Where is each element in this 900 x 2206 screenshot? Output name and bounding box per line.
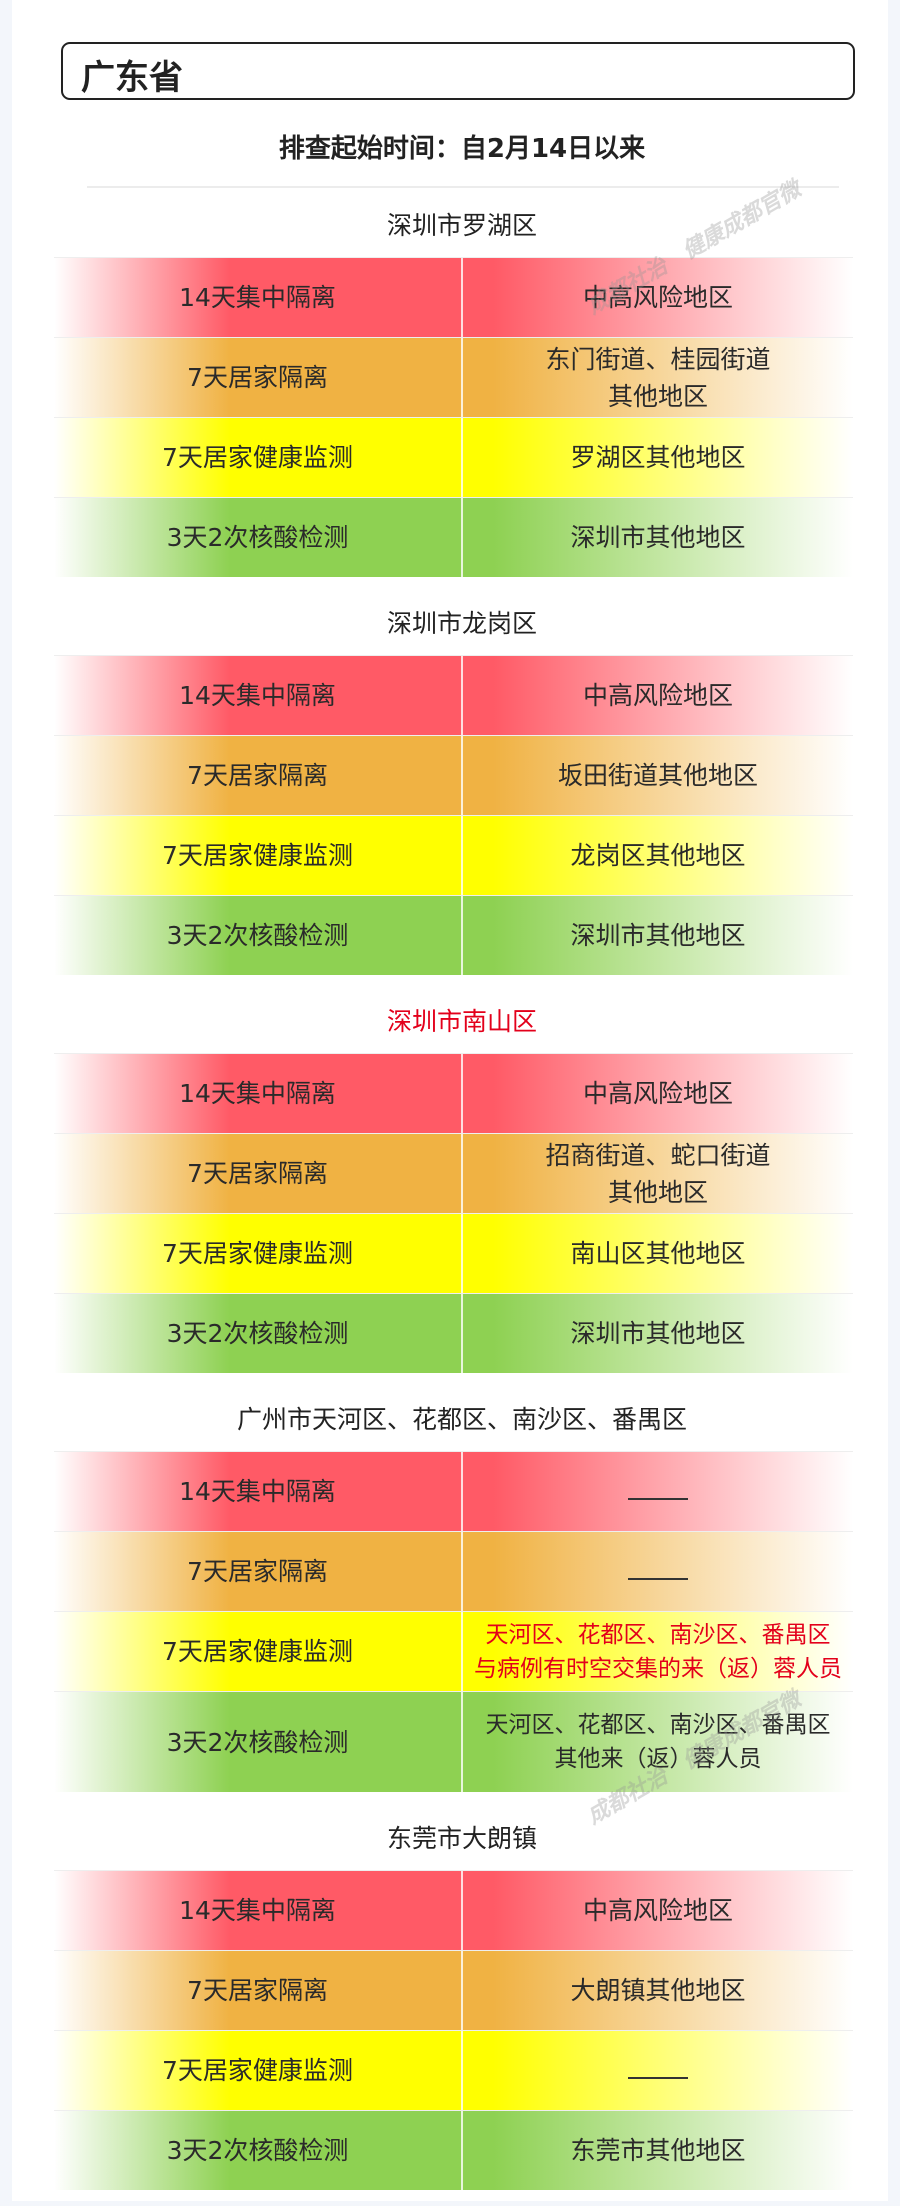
area-cell: 龙岗区其他地区 — [461, 816, 853, 895]
table-row: 7天居家健康监测 罗湖区其他地区 — [54, 417, 853, 497]
table-row: 7天居家隔离 坂田街道其他地区 — [54, 735, 853, 815]
area-line: 中高风险地区 — [582, 1896, 733, 1925]
dash-placeholder — [628, 1498, 688, 1500]
measure-cell: 14天集中隔离 — [179, 1477, 336, 1506]
area-line: 中高风险地区 — [582, 283, 733, 312]
measure-cell: 7天居家健康监测 — [162, 443, 353, 472]
area-cell: 大朗镇其他地区 — [461, 1951, 853, 2030]
measure-cell: 7天居家隔离 — [187, 761, 328, 790]
table-row: 3天2次核酸检测 深圳市其他地区 — [54, 1293, 853, 1373]
measure-cell: 14天集中隔离 — [179, 681, 336, 710]
area-cell — [461, 1452, 853, 1531]
measure-cell: 14天集中隔离 — [179, 283, 336, 312]
province-title: 广东省 — [81, 58, 183, 98]
measure-cell: 3天2次核酸检测 — [166, 2136, 349, 2165]
area-line: 深圳市其他地区 — [570, 921, 746, 950]
area-cell: 东莞市其他地区 — [461, 2111, 853, 2190]
section-header: 东莞市大朗镇 — [386, 1824, 537, 1853]
area-cell: 招商街道、蛇口街道 其他地区 — [461, 1134, 853, 1213]
section-header: 深圳市罗湖区 — [386, 211, 537, 240]
table-row: 7天居家隔离 大朗镇其他地区 — [54, 1950, 853, 2030]
section-header: 深圳市龙岗区 — [386, 609, 537, 638]
table-row: 3天2次核酸检测 天河区、花都区、南沙区、番禺区 其他来（返）蓉人员 — [54, 1691, 853, 1792]
area-cell: 中高风险地区 — [461, 656, 853, 735]
section-header: 广州市天河区、花都区、南沙区、番禺区 — [236, 1405, 687, 1434]
area-line: 罗湖区其他地区 — [570, 443, 746, 472]
page-card: 广东省 排查起始时间：自2月14日以来 深圳市罗湖区 14天集中隔离 中高风险地区 7… — [12, 0, 888, 2201]
area-line: 与病例有时空交集的来（返）蓉人员 — [474, 1655, 842, 1682]
area-line: 中高风险地区 — [582, 681, 733, 710]
area-cell: 坂田街道其他地区 — [461, 736, 853, 815]
measure-cell: 7天居家隔离 — [187, 1159, 328, 1188]
area-cell — [461, 2031, 853, 2110]
table-row: 7天居家隔离 — [54, 1531, 853, 1611]
province-title-box: 广东省 — [61, 42, 855, 100]
area-cell: 深圳市其他地区 — [461, 498, 853, 577]
table-row: 7天居家隔离 招商街道、蛇口街道 其他地区 — [54, 1133, 853, 1213]
screening-start-time: 排查起始时间：自2月14日以来 — [278, 134, 646, 164]
table-row: 7天居家隔离 东门街道、桂园街道 其他地区 — [54, 337, 853, 417]
area-cell: 天河区、花都区、南沙区、番禺区 与病例有时空交集的来（返）蓉人员 — [461, 1612, 853, 1691]
table-row: 7天居家健康监测 龙岗区其他地区 — [54, 815, 853, 895]
area-line: 天河区、花都区、南沙区、番禺区 — [485, 1621, 831, 1648]
dash-placeholder — [628, 2077, 688, 2079]
area-cell: 中高风险地区 — [461, 1054, 853, 1133]
table-row: 3天2次核酸检测 深圳市其他地区 — [54, 895, 853, 975]
area-cell: 天河区、花都区、南沙区、番禺区 其他来（返）蓉人员 — [461, 1692, 853, 1792]
table-row: 7天居家健康监测 — [54, 2030, 853, 2110]
area-line: 龙岗区其他地区 — [570, 841, 746, 870]
area-cell: 深圳市其他地区 — [461, 896, 853, 975]
area-line: 南山区其他地区 — [570, 1239, 746, 1268]
area-cell: 中高风险地区 — [461, 258, 853, 337]
table-row: 14天集中隔离 中高风险地区 — [54, 1870, 853, 1950]
sections: 深圳市罗湖区 14天集中隔离 中高风险地区 7天居家隔离 东门街道、桂园街道 其他地区 7天… — [12, 195, 900, 2206]
measure-cell: 7天居家健康监测 — [162, 1239, 353, 1268]
area-line: 大朗镇其他地区 — [570, 1976, 746, 2005]
table-row: 14天集中隔离 中高风险地区 — [54, 257, 853, 337]
area-line — [628, 1473, 688, 1510]
area-line: 其他地区 — [607, 381, 708, 411]
measure-cell: 7天居家隔离 — [187, 1557, 328, 1586]
measure-cell: 3天2次核酸检测 — [166, 921, 349, 950]
area-line — [628, 1553, 688, 1590]
area-cell — [461, 1532, 853, 1611]
measure-cell: 7天居家健康监测 — [162, 1637, 353, 1666]
measure-cell: 3天2次核酸检测 — [166, 1727, 349, 1757]
area-line: 坂田街道其他地区 — [557, 761, 758, 790]
table-row: 7天居家健康监测 南山区其他地区 — [54, 1213, 853, 1293]
area-line: 东莞市其他地区 — [570, 2136, 746, 2165]
area-line: 深圳市其他地区 — [570, 523, 746, 552]
measure-cell: 3天2次核酸检测 — [166, 523, 349, 552]
area-cell: 罗湖区其他地区 — [461, 418, 853, 497]
area-line: 天河区、花都区、南沙区、番禺区 — [485, 1712, 831, 1738]
measure-cell: 7天居家隔离 — [187, 363, 328, 392]
area-cell: 中高风险地区 — [461, 1871, 853, 1950]
area-line: 其他来（返）蓉人员 — [554, 1746, 762, 1772]
table-row: 14天集中隔离 中高风险地区 — [54, 655, 853, 735]
table-row: 7天居家健康监测 天河区、花都区、南沙区、番禺区 与病例有时空交集的来（返）蓉人员 — [54, 1611, 853, 1691]
measure-cell: 7天居家健康监测 — [162, 841, 353, 870]
area-cell: 南山区其他地区 — [461, 1214, 853, 1293]
area-line — [628, 2052, 688, 2089]
measure-cell: 14天集中隔离 — [179, 1079, 336, 1108]
area-line: 中高风险地区 — [582, 1079, 733, 1108]
measure-cell: 3天2次核酸检测 — [166, 1319, 349, 1348]
area-cell: 深圳市其他地区 — [461, 1294, 853, 1373]
section-header: 深圳市南山区 — [386, 1007, 537, 1036]
divider — [87, 186, 839, 188]
measure-cell: 7天居家健康监测 — [162, 2056, 353, 2085]
table-row: 14天集中隔离 — [54, 1451, 853, 1531]
area-line: 东门街道、桂园街道 — [545, 344, 771, 374]
area-line: 深圳市其他地区 — [570, 1319, 746, 1348]
table-row: 3天2次核酸检测 深圳市其他地区 — [54, 497, 853, 577]
table-row: 14天集中隔离 中高风险地区 — [54, 1053, 853, 1133]
dash-placeholder — [628, 1578, 688, 1580]
area-cell: 东门街道、桂园街道 其他地区 — [461, 338, 853, 417]
area-line: 其他地区 — [607, 1177, 708, 1207]
table-row: 3天2次核酸检测 东莞市其他地区 — [54, 2110, 853, 2190]
measure-cell: 14天集中隔离 — [179, 1896, 336, 1925]
measure-cell: 7天居家隔离 — [187, 1976, 328, 2005]
area-line: 招商街道、蛇口街道 — [545, 1140, 771, 1170]
